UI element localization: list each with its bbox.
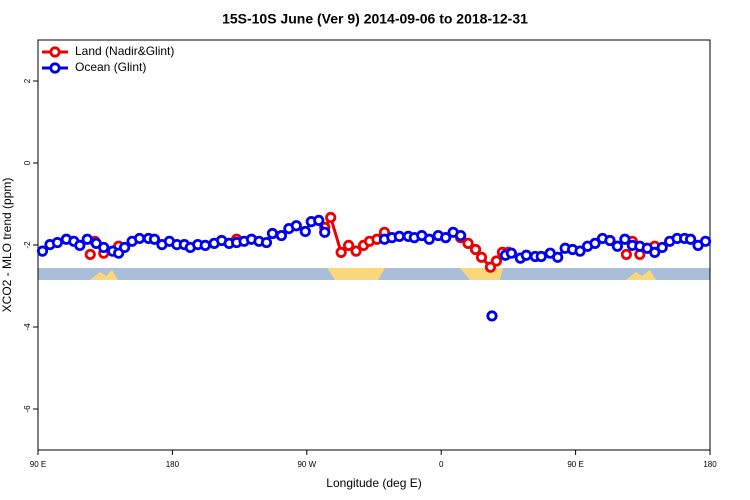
data-point xyxy=(505,247,517,259)
data-point xyxy=(313,214,325,226)
x-tick-label: 0 xyxy=(439,460,444,469)
data-point xyxy=(440,232,452,244)
data-point xyxy=(684,233,697,245)
data-point xyxy=(649,246,661,258)
data-point xyxy=(319,226,331,238)
legend-label: Land (Nadir&Glint) xyxy=(75,44,174,58)
data-point xyxy=(619,233,631,245)
y-tick-label: -6 xyxy=(23,405,32,413)
data-point xyxy=(51,236,64,249)
y-tick-label: -2 xyxy=(23,241,32,249)
land-strip xyxy=(626,270,656,280)
land-strip xyxy=(90,270,118,280)
data-point xyxy=(620,248,632,261)
data-point xyxy=(455,229,467,242)
data-point xyxy=(350,245,362,257)
y-tick-label: -4 xyxy=(23,323,32,331)
data-point xyxy=(325,211,337,224)
y-tick-label: 0 xyxy=(23,160,32,165)
data-point xyxy=(299,225,311,238)
data-point xyxy=(260,236,273,249)
x-axis-label: Longitude (deg E) xyxy=(326,476,421,490)
x-tick-label: 90 E xyxy=(567,460,583,469)
data-point xyxy=(520,249,532,261)
data-point xyxy=(490,255,503,267)
chart-title: 15S-10S June (Ver 9) 2014-09-06 to 2018-… xyxy=(222,11,528,27)
data-point xyxy=(656,241,668,254)
data-point xyxy=(535,250,547,263)
data-point xyxy=(343,239,355,252)
data-point xyxy=(199,239,211,252)
data-point xyxy=(484,261,497,273)
y-tick-label: 2 xyxy=(23,78,32,83)
data-point xyxy=(335,246,347,258)
data-point xyxy=(611,240,624,252)
data-point xyxy=(266,227,279,240)
data-point xyxy=(699,235,712,247)
data-point xyxy=(552,251,564,263)
x-tick-label: 180 xyxy=(166,460,180,469)
data-point xyxy=(275,229,288,242)
x-tick-label: 90 W xyxy=(297,460,316,469)
data-point xyxy=(84,248,96,261)
data-point xyxy=(574,245,586,257)
land-mask-strip xyxy=(38,268,710,280)
data-point xyxy=(423,233,435,245)
data-point xyxy=(393,230,405,242)
data-point xyxy=(475,251,488,263)
data-point xyxy=(81,233,93,245)
data-point xyxy=(486,310,498,322)
data-point xyxy=(36,245,49,257)
data-point xyxy=(589,237,601,249)
land-strip xyxy=(327,268,385,280)
data-point xyxy=(290,220,302,232)
y-axis-label: XCO2 - MLO trend (ppm) xyxy=(0,178,14,313)
data-point xyxy=(604,234,616,247)
legend-swatch-marker xyxy=(49,62,61,74)
data-point xyxy=(469,243,482,256)
x-tick-label: 180 xyxy=(703,460,717,469)
legend-label: Ocean (Glint) xyxy=(75,60,146,74)
data-point xyxy=(148,233,161,245)
data-point xyxy=(119,241,131,254)
data-point xyxy=(133,232,146,245)
data-point xyxy=(98,241,110,254)
data-point xyxy=(462,237,474,249)
data-point xyxy=(74,239,86,252)
x-tick-label: 90 E xyxy=(30,460,46,469)
legend-swatch-marker xyxy=(49,46,61,58)
